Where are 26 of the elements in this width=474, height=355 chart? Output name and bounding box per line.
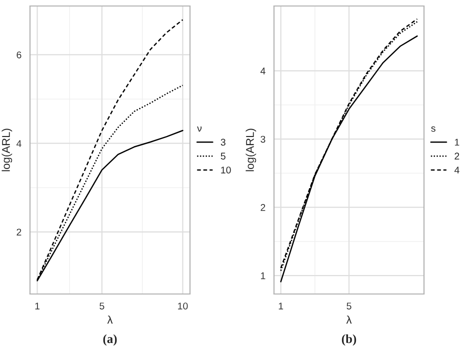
legend-title: ν bbox=[197, 126, 202, 132]
x-tick-label: 1 bbox=[35, 302, 40, 310]
x-tick-label: 1 bbox=[278, 302, 284, 310]
y-tick-label: 2 bbox=[16, 228, 22, 236]
legend-label: 4 bbox=[454, 166, 460, 174]
legend-label: 5 bbox=[220, 152, 226, 160]
text: (a) bbox=[103, 334, 117, 346]
text: (b) bbox=[342, 334, 356, 346]
legend-title: s bbox=[431, 126, 436, 132]
y-tick-label: 4 bbox=[260, 68, 266, 74]
y-axis-title: log(ARL) bbox=[2, 128, 12, 172]
legend-label: 2 bbox=[454, 152, 460, 160]
legend-label: 10 bbox=[221, 166, 231, 174]
y-axis-title: log(ARL) bbox=[246, 128, 256, 172]
x-tick-label: 5 bbox=[100, 302, 104, 310]
x-tick-label: 5 bbox=[346, 302, 352, 310]
y-tick-label: 4 bbox=[16, 140, 22, 147]
x-axis-title: λ bbox=[107, 316, 113, 324]
y-tick-label: 3 bbox=[260, 136, 266, 143]
x-axis-title: λ bbox=[346, 316, 352, 324]
y-tick-label: 6 bbox=[16, 51, 22, 58]
y-tick-label: 1 bbox=[261, 272, 266, 280]
x-tick-label: 10 bbox=[178, 302, 188, 310]
legend-label: 3 bbox=[220, 138, 226, 146]
legend-label: 1 bbox=[454, 138, 460, 146]
y-tick-label: 2 bbox=[260, 204, 266, 211]
